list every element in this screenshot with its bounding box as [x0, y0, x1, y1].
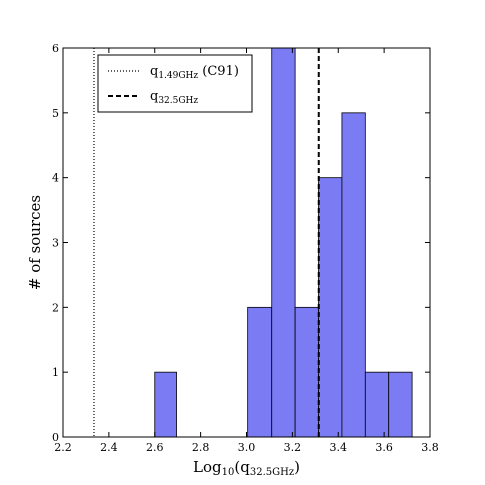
ticks-group: 2.2 2.4 2.6 2.8 3.0 3.2 3.4 3.6 3.8 0 1 2 3 4 5 6 — [52, 42, 439, 454]
histogram-bar-4 — [318, 177, 343, 438]
x-tick-label-2: 2.6 — [146, 441, 164, 454]
histogram-bar-2 — [271, 47, 296, 438]
x-tick-label-5: 3.2 — [284, 441, 302, 454]
histogram-bar-0 — [154, 371, 177, 438]
histogram-bar-5 — [341, 112, 366, 438]
y-tick-label-4: 4 — [52, 172, 59, 185]
histogram-bar-6 — [364, 371, 390, 438]
legend-label-32ghz: q32.5GHz — [150, 89, 198, 106]
x-tick-label-8: 3.8 — [421, 441, 439, 454]
x-tick-label-6: 3.4 — [330, 441, 348, 454]
y-tick-label-3: 3 — [52, 237, 59, 250]
x-tick-label-7: 3.6 — [375, 441, 393, 454]
y-tick-label-6: 6 — [52, 42, 59, 55]
legend: q1.49GHz (C91) q32.5GHz — [97, 54, 253, 113]
legend-label-c91: q1.49GHz (C91) — [150, 64, 239, 81]
histogram-bar-7 — [388, 371, 413, 438]
y-axis-label: # of sources — [26, 195, 44, 290]
x-tick-label-4: 3.0 — [238, 441, 256, 454]
y-tick-label-2: 2 — [52, 301, 59, 314]
histogram-bar-1 — [247, 306, 273, 438]
y-tick-label-5: 5 — [52, 107, 59, 120]
x-tick-label-3: 2.8 — [192, 441, 210, 454]
y-tick-label-0: 0 — [52, 431, 59, 444]
x-tick-label-0: 2.2 — [54, 441, 72, 454]
histogram-bar-3 — [294, 306, 319, 438]
reference-lines-group — [93, 48, 320, 437]
x-axis-label: Log10(q32.5GHz) — [193, 458, 300, 478]
y-tick-label-1: 1 — [52, 366, 59, 379]
legend-box — [97, 54, 253, 113]
x-tick-label-1: 2.4 — [100, 441, 118, 454]
